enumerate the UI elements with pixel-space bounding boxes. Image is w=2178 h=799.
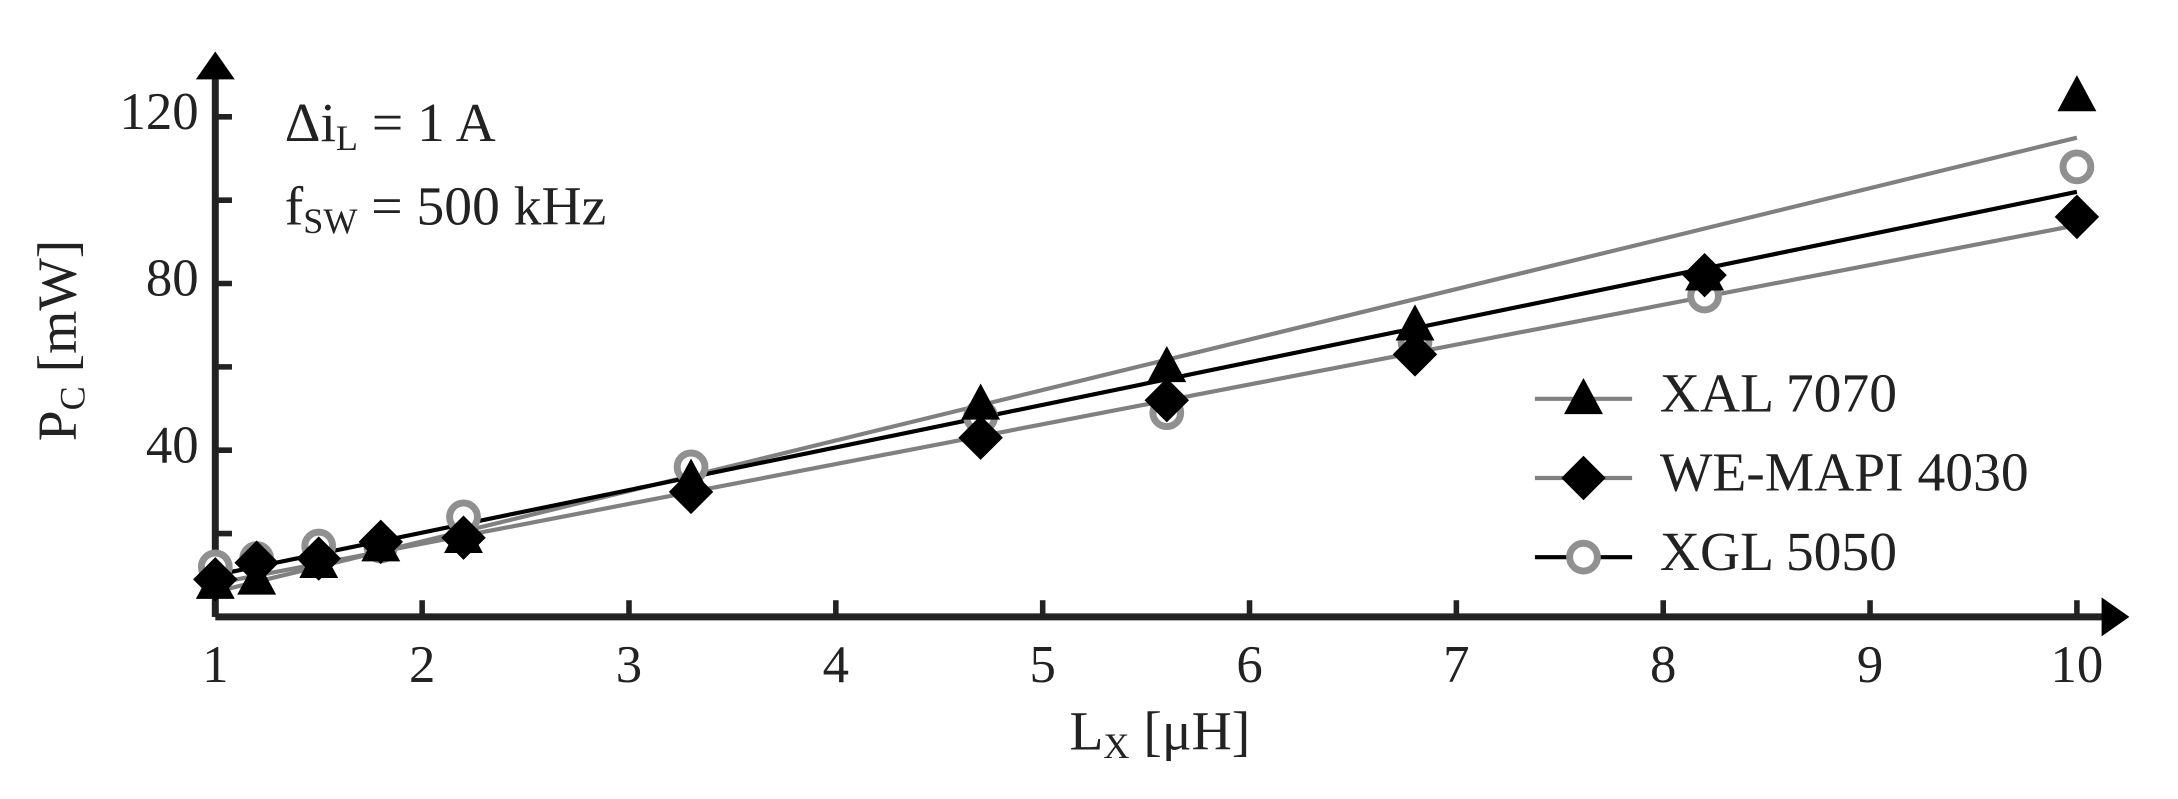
annotation-main: f (285, 175, 304, 237)
x-tick-label: 5 (1029, 636, 1055, 694)
x-tick-label: 1 (202, 636, 228, 694)
marker-diamond (668, 469, 714, 515)
annotation-sub: L (336, 118, 358, 158)
marker-circle (2059, 149, 2095, 185)
x-tick-label: 10 (2051, 636, 2104, 694)
x-axis-title-main: L (1069, 700, 1103, 762)
marker-diamond (1144, 377, 1190, 423)
marker-triangle (1395, 304, 1435, 341)
annotation-main: Δi (285, 92, 336, 154)
y-arrow (195, 51, 235, 80)
marker-diamond (441, 515, 486, 560)
marker-diamond (1561, 455, 1606, 501)
marker-diamond (958, 415, 1003, 460)
marker-triangle (2057, 75, 2097, 112)
x-tick-label: 7 (1443, 636, 1469, 694)
x-tick-label: 4 (823, 636, 849, 694)
marker-diamond (234, 540, 279, 585)
y-tick-label: 80 (146, 250, 199, 308)
marker-diamond (1682, 252, 1727, 298)
annotation: ΔiL = 1 A (285, 92, 496, 158)
fit-line (214, 135, 2078, 594)
legend-label: XGL 5050 (1660, 521, 1897, 583)
fit-line (214, 223, 2078, 586)
marker-diamond (296, 536, 341, 581)
x-axis-title: LX [μH] (1069, 700, 1250, 766)
legend-label: XAL 7070 (1660, 363, 1897, 425)
y-axis-title-main: P (26, 410, 88, 441)
x-tick-label: 2 (409, 636, 435, 694)
marker-diamond (193, 557, 238, 602)
marker-triangle (961, 383, 1001, 420)
marker-diamond (358, 519, 404, 565)
x-arrow (2101, 597, 2130, 637)
marker-triangle (1564, 377, 1603, 415)
annotation-rest: = 1 A (358, 92, 496, 154)
y-axis-title: PC [mW] (26, 240, 92, 442)
x-axis-title-sub: X (1103, 727, 1129, 767)
marker-circle (1566, 539, 1601, 575)
y-tick-label: 120 (119, 83, 198, 141)
x-tick-label: 6 (1236, 636, 1262, 694)
x-tick-label: 8 (1650, 636, 1676, 694)
y-axis-title-sub: C (53, 386, 93, 410)
annotation: fSW = 500 kHz (285, 175, 607, 241)
legend-label: WE-MAPI 4030 (1660, 442, 2029, 504)
x-tick-label: 9 (1857, 636, 1883, 694)
annotation-sub: SW (303, 201, 358, 241)
x-axis-title-rest: [μH] (1129, 700, 1250, 762)
marker-triangle (1147, 346, 1187, 383)
marker-diamond (2054, 194, 2100, 240)
annotation-rest: = 500 kHz (357, 175, 606, 237)
y-axis-title-rest: [mW] (26, 240, 88, 387)
x-tick-label: 3 (616, 636, 642, 694)
y-tick-label: 40 (146, 416, 199, 474)
fit-line (214, 189, 2078, 578)
